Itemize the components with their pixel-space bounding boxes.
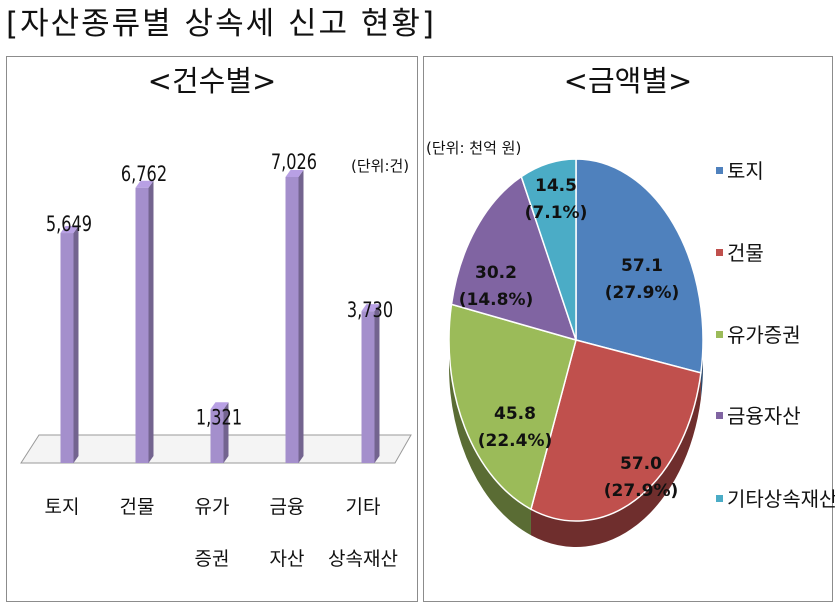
pie-slice-4 (520, 158, 577, 341)
bar-front-2 (210, 409, 224, 463)
legend-swatch-0 (716, 167, 723, 174)
legend-label-2: 유가증권 (727, 323, 801, 347)
bar-top-0 (60, 226, 79, 234)
pie-percent-label-4: (7.1%) (525, 203, 588, 223)
category-label-4-1: 상속재산 (328, 548, 398, 570)
category-label-3-0: 금융 (270, 496, 305, 518)
bar-2 (210, 402, 229, 463)
category-label-0-0: 토지 (45, 496, 80, 518)
amount-unit-label: (단위: 천억 원) (426, 139, 522, 157)
bar-front-1 (135, 187, 149, 463)
bar-side-2 (223, 402, 229, 463)
category-label-1-0: 건물 (120, 496, 155, 518)
bar-value-label-2: 1,321 (196, 407, 242, 431)
bar-top-2 (210, 402, 229, 410)
bar-side-3 (298, 170, 304, 463)
bar-value-label-1: 6,762 (121, 163, 167, 186)
pie-percent-label-2: (22.4%) (478, 431, 553, 451)
legend-label-4: 기타상속재산 (727, 487, 835, 511)
pie-value-label-4: 14.5 (535, 176, 577, 196)
pie-slice-1 (530, 339, 702, 522)
category-label-2-1: 증권 (195, 548, 230, 570)
legend-swatch-3 (716, 412, 723, 419)
bar-front-0 (60, 233, 74, 463)
category-label-3-1: 자산 (270, 548, 305, 570)
bar-value-label-4: 3,730 (347, 299, 393, 322)
bar-3 (285, 170, 304, 463)
bar-1 (135, 180, 154, 463)
legend-swatch-1 (716, 249, 723, 256)
legend-swatch-4 (716, 495, 723, 502)
category-label-2-0: 유가 (195, 496, 230, 518)
bar-0 (60, 226, 79, 463)
amount-pie-chart: 57.1 (27.9%) 57.0 (27.9%) 45.8 (22.4%) 30.2 (14… (448, 158, 704, 547)
bar-4 (361, 304, 380, 463)
bar-side-1 (148, 180, 154, 463)
bar-side-4 (374, 304, 380, 463)
amount-chart-title: <금액별> (563, 64, 693, 98)
pie-percent-label-3: (14.8%) (459, 290, 534, 310)
count-bar-chart: 5,649 토지 6,762 건물 1,321 유가증권 7,026 금융자산 3,730 기타상… (20, 151, 412, 570)
legend-label-3: 금융자산 (727, 404, 801, 428)
pie-percent-label-1: (27.9%) (604, 481, 679, 501)
count-unit-label: (단위:건) (351, 157, 410, 175)
amount-chart-panel: <금액별> (단위: 천억 원) 57.1 (27.9%) 57.0 (27.9%) 4… (423, 56, 835, 602)
pie-value-label-3: 30.2 (475, 263, 517, 283)
category-label-4-0: 기타 (346, 496, 381, 518)
pie-value-label-1: 57.0 (620, 454, 662, 474)
pie-side-2 (449, 340, 531, 536)
page-title: [자산종류별 상속세 신고 현황] (6, 6, 436, 42)
bar-top-3 (285, 170, 304, 177)
pie-side-1 (530, 372, 701, 547)
legend-label-0: 토지 (727, 159, 764, 183)
pie-value-label-0: 57.1 (621, 256, 663, 276)
bar-top-1 (135, 180, 154, 188)
bar-value-label-3: 7,026 (271, 151, 317, 174)
pie-slice-0 (575, 158, 704, 374)
bar-side-0 (73, 226, 79, 463)
bar-value-label-0: 5,649 (46, 213, 92, 236)
pie-value-label-2: 45.8 (494, 404, 536, 424)
bar-front-4 (361, 311, 375, 463)
count-chart-title: <건수별> (147, 64, 277, 98)
pie-slice-2 (448, 303, 577, 511)
legend-swatch-2 (716, 331, 723, 338)
legend-label-1: 건물 (727, 241, 764, 265)
pie-slice-3 (450, 175, 578, 342)
bar-front-3 (285, 177, 299, 463)
bar-top-4 (361, 304, 380, 312)
pie-percent-label-0: (27.9%) (605, 283, 680, 303)
